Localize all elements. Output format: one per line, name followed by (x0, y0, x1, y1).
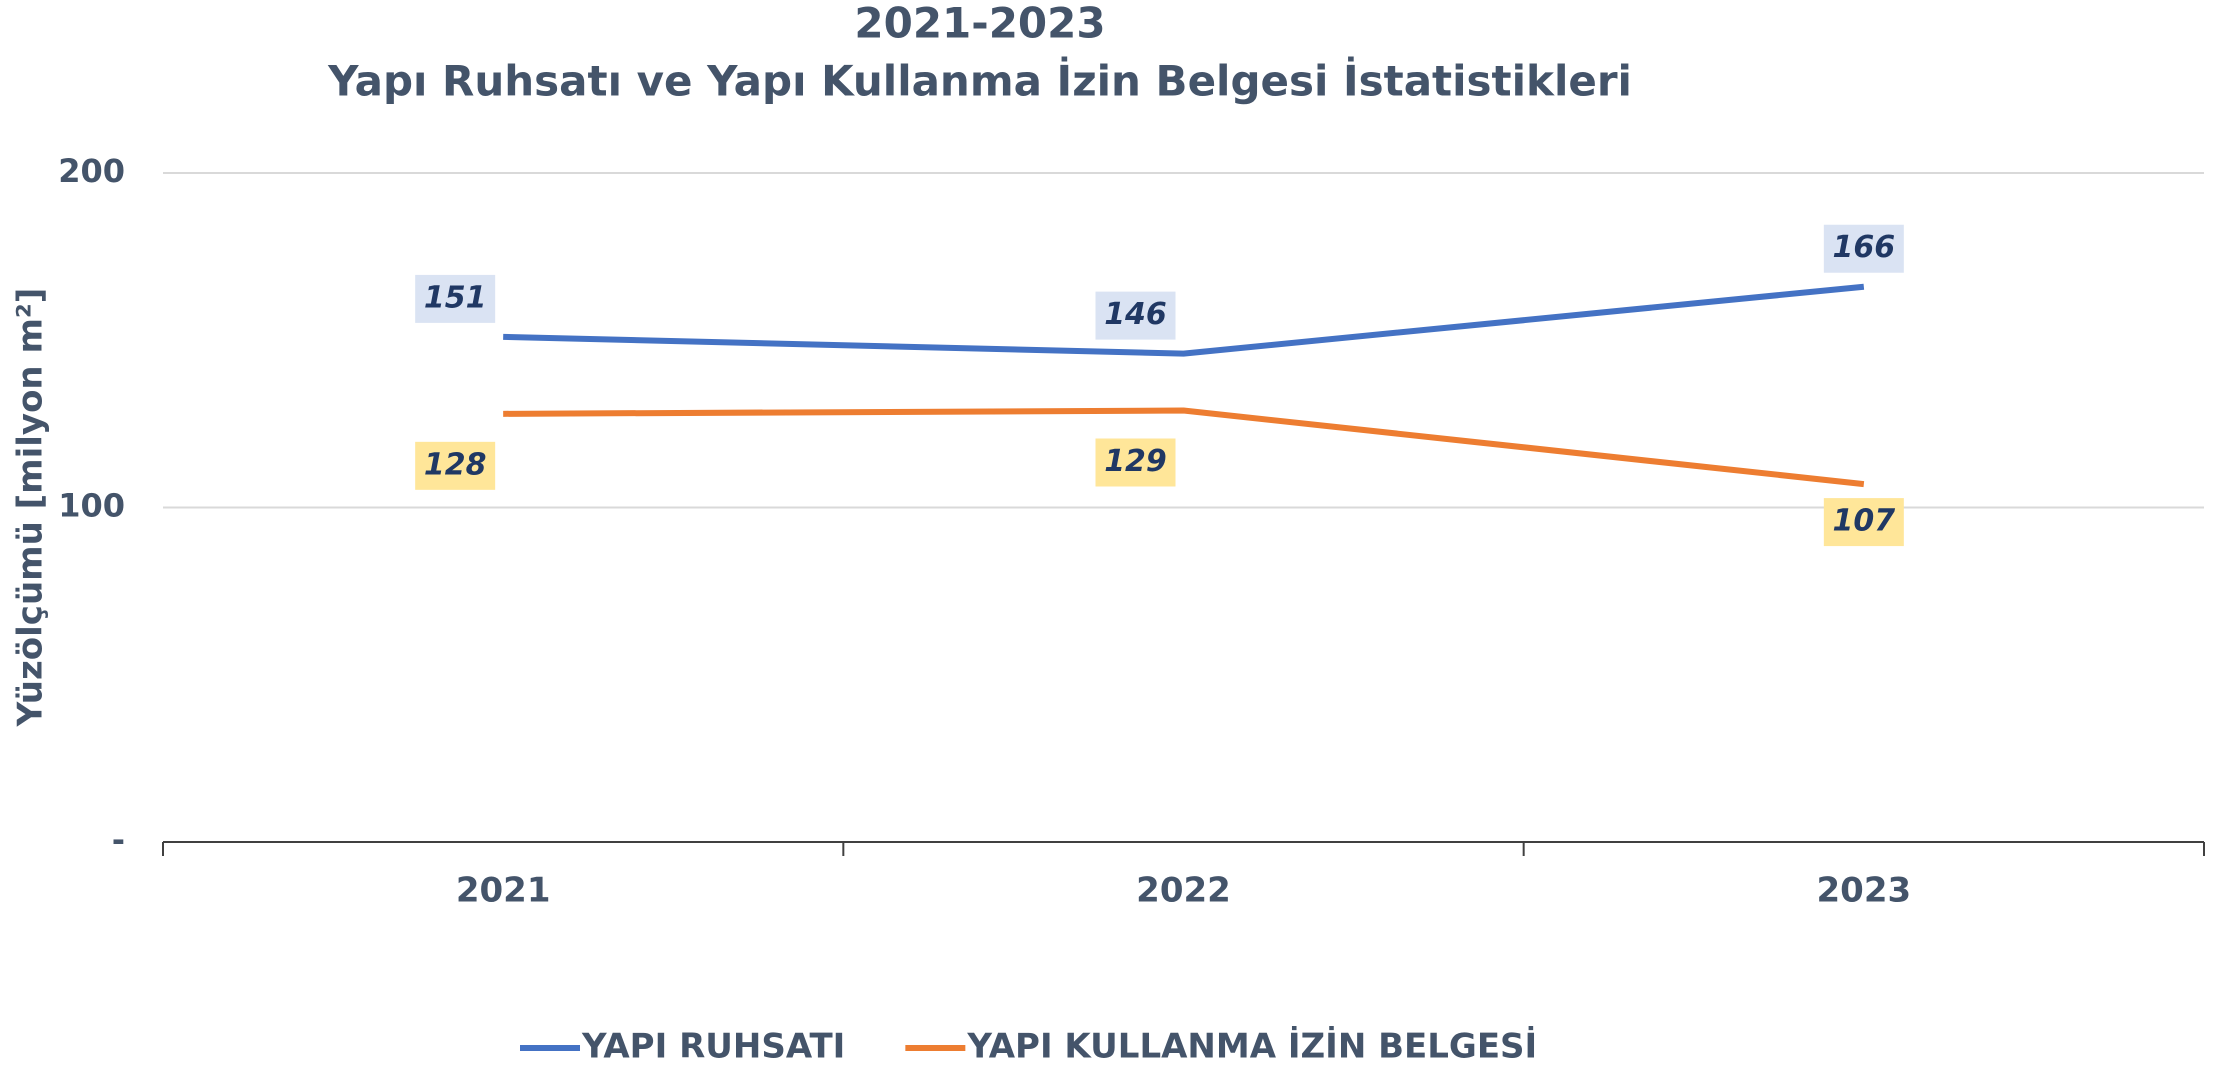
data-label: 146 (1104, 297, 1167, 332)
data-label: 107 (1833, 504, 1896, 539)
data-label: 128 (424, 447, 487, 482)
data-label-box (1823, 498, 1904, 547)
data-label-box (1095, 291, 1176, 340)
data-label: 166 (1833, 230, 1896, 265)
data-label-box (415, 274, 496, 323)
data-label-box (1823, 224, 1904, 273)
y-tick-label: - (112, 821, 125, 859)
chart-title: 2021-2023 (854, 0, 1105, 48)
data-label-box (1095, 438, 1176, 487)
x-tick-label: 2022 (1136, 871, 1231, 911)
y-axis-label: Yüzölçümü [milyon m²] (11, 288, 51, 728)
data-label-box (415, 441, 496, 490)
x-tick-label: 2023 (1817, 871, 1912, 911)
series-line (503, 407, 1865, 488)
data-label: 151 (424, 280, 487, 315)
data-label: 129 (1104, 444, 1167, 479)
legend-label: YAPI RUHSATI (581, 1027, 845, 1066)
y-tick-label: 100 (58, 487, 125, 525)
chart-subtitle: Yapı Ruhsatı ve Yapı Kullanma İzin Belge… (327, 56, 1632, 106)
series-line (503, 283, 1865, 357)
y-tick-label: 200 (58, 152, 125, 190)
x-tick-label: 2021 (456, 871, 551, 911)
legend-label: YAPI KULLANMA İZİN BELGESİ (966, 1026, 1537, 1066)
